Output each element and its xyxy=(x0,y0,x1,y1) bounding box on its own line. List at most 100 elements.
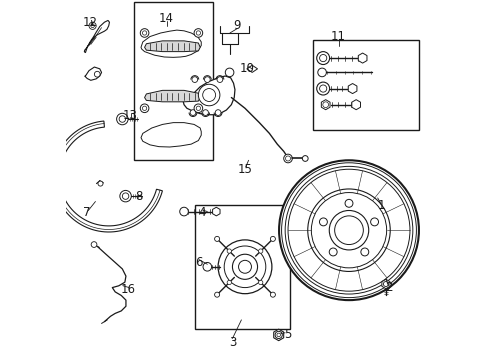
Circle shape xyxy=(91,24,95,28)
Circle shape xyxy=(143,31,147,35)
Circle shape xyxy=(119,116,125,122)
Polygon shape xyxy=(84,21,109,53)
Circle shape xyxy=(259,280,263,285)
Circle shape xyxy=(215,292,220,297)
Circle shape xyxy=(225,68,234,77)
Text: 9: 9 xyxy=(233,19,241,32)
Circle shape xyxy=(117,113,128,125)
Circle shape xyxy=(361,248,369,256)
Circle shape xyxy=(194,29,203,37)
Circle shape xyxy=(192,77,197,82)
Text: 10: 10 xyxy=(239,62,254,75)
Polygon shape xyxy=(352,100,361,110)
Circle shape xyxy=(89,22,96,30)
Circle shape xyxy=(277,333,280,337)
Circle shape xyxy=(140,29,149,37)
Polygon shape xyxy=(53,121,162,232)
Circle shape xyxy=(345,199,353,207)
Text: 14: 14 xyxy=(159,12,173,25)
Text: 7: 7 xyxy=(83,206,90,219)
Circle shape xyxy=(284,154,293,163)
Text: 13: 13 xyxy=(123,109,138,122)
Polygon shape xyxy=(183,76,235,115)
Circle shape xyxy=(370,218,378,226)
Text: 5: 5 xyxy=(284,328,291,341)
Circle shape xyxy=(140,104,149,113)
Circle shape xyxy=(317,51,330,64)
Bar xyxy=(134,3,213,160)
Circle shape xyxy=(329,211,368,250)
Circle shape xyxy=(302,156,308,161)
Circle shape xyxy=(239,260,251,273)
Circle shape xyxy=(196,31,200,35)
Circle shape xyxy=(285,166,413,294)
Polygon shape xyxy=(247,65,258,72)
Polygon shape xyxy=(141,123,201,147)
Circle shape xyxy=(120,190,131,202)
Polygon shape xyxy=(358,53,367,63)
Polygon shape xyxy=(382,279,390,289)
Circle shape xyxy=(91,242,97,247)
Circle shape xyxy=(215,237,220,242)
Text: 4: 4 xyxy=(198,207,206,220)
Bar xyxy=(195,205,290,329)
Circle shape xyxy=(270,292,275,297)
Circle shape xyxy=(317,82,330,95)
Circle shape xyxy=(227,249,231,253)
Polygon shape xyxy=(213,207,220,216)
Circle shape xyxy=(215,110,221,116)
Circle shape xyxy=(319,218,327,226)
Circle shape xyxy=(194,104,203,113)
Circle shape xyxy=(203,89,216,102)
Circle shape xyxy=(218,240,272,294)
Circle shape xyxy=(196,106,200,111)
Circle shape xyxy=(203,110,208,116)
Text: 8: 8 xyxy=(136,190,143,203)
Circle shape xyxy=(198,84,220,106)
Circle shape xyxy=(319,85,327,92)
Circle shape xyxy=(308,189,390,271)
Text: 15: 15 xyxy=(238,163,252,176)
Polygon shape xyxy=(145,90,200,102)
Circle shape xyxy=(98,181,103,186)
Polygon shape xyxy=(321,100,330,110)
Circle shape xyxy=(232,254,258,279)
Circle shape xyxy=(122,193,129,199)
Circle shape xyxy=(180,207,188,216)
Circle shape xyxy=(259,249,263,253)
Text: 11: 11 xyxy=(331,30,346,43)
Circle shape xyxy=(319,54,327,62)
Circle shape xyxy=(203,262,212,271)
Text: 12: 12 xyxy=(83,16,98,29)
Circle shape xyxy=(335,216,364,244)
Circle shape xyxy=(329,248,337,256)
Circle shape xyxy=(311,193,387,268)
Polygon shape xyxy=(145,41,200,51)
Text: 16: 16 xyxy=(121,283,136,296)
Circle shape xyxy=(227,280,231,285)
Circle shape xyxy=(224,246,266,288)
Circle shape xyxy=(217,77,223,82)
Text: 2: 2 xyxy=(385,281,392,294)
Circle shape xyxy=(288,169,410,291)
Circle shape xyxy=(275,331,282,338)
Circle shape xyxy=(270,237,275,242)
Circle shape xyxy=(286,156,291,161)
Circle shape xyxy=(318,68,326,77)
Text: 1: 1 xyxy=(377,199,385,212)
Text: 3: 3 xyxy=(229,336,236,348)
Text: 6: 6 xyxy=(195,256,202,269)
Circle shape xyxy=(143,106,147,111)
Circle shape xyxy=(190,110,196,116)
Circle shape xyxy=(279,160,419,300)
Circle shape xyxy=(282,163,416,298)
Circle shape xyxy=(323,102,329,108)
Polygon shape xyxy=(274,329,284,341)
Circle shape xyxy=(204,77,210,82)
Circle shape xyxy=(383,282,389,287)
Polygon shape xyxy=(85,67,101,80)
Polygon shape xyxy=(348,84,357,94)
Circle shape xyxy=(95,71,100,77)
Polygon shape xyxy=(141,30,201,57)
Bar xyxy=(313,40,419,130)
